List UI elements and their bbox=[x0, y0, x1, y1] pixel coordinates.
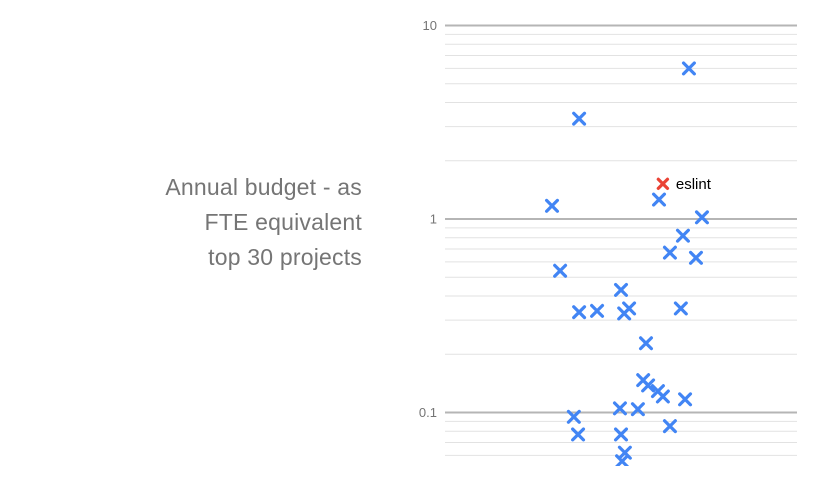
data-point-marker[interactable] bbox=[553, 263, 568, 278]
data-point-marker[interactable] bbox=[688, 250, 703, 265]
data-point-marker[interactable] bbox=[655, 389, 670, 404]
highlight-point-marker[interactable] bbox=[656, 177, 670, 191]
data-point-marker[interactable] bbox=[545, 198, 560, 213]
data-point-marker[interactable] bbox=[681, 61, 696, 76]
y-axis-tick-label: 10 bbox=[423, 18, 437, 33]
data-point-marker[interactable] bbox=[572, 305, 587, 320]
data-point-marker[interactable] bbox=[612, 401, 627, 416]
data-point-marker[interactable] bbox=[590, 303, 605, 318]
data-point-marker[interactable] bbox=[638, 336, 653, 351]
data-point-marker[interactable] bbox=[641, 378, 656, 393]
data-point-marker[interactable] bbox=[622, 301, 637, 316]
y-axis-tick-labels: 10 1 0.1 bbox=[419, 18, 437, 420]
data-point-marker[interactable] bbox=[678, 392, 693, 407]
data-point-marker[interactable] bbox=[572, 111, 587, 126]
data-point-marker[interactable] bbox=[571, 427, 586, 442]
eslint-label: eslint bbox=[676, 176, 712, 193]
y-axis-tick-label: 0.1 bbox=[419, 405, 437, 420]
data-point-marker[interactable] bbox=[630, 402, 645, 417]
data-points bbox=[545, 61, 709, 467]
data-point-marker[interactable] bbox=[652, 192, 667, 207]
y-axis-tick-label: 1 bbox=[430, 212, 437, 227]
data-point-marker[interactable] bbox=[694, 210, 709, 225]
minor-gridlines bbox=[445, 33, 797, 456]
data-point-marker[interactable] bbox=[614, 427, 628, 442]
major-gridlines bbox=[445, 24, 797, 414]
data-point-marker[interactable] bbox=[614, 282, 628, 297]
data-point-marker[interactable] bbox=[662, 419, 677, 434]
data-point-marker[interactable] bbox=[662, 245, 677, 260]
data-point-marker[interactable] bbox=[675, 228, 690, 243]
chart-title: Annual budget - as FTE equivalent top 30… bbox=[165, 174, 362, 270]
data-point-marker[interactable] bbox=[615, 454, 630, 467]
point-annotations: eslint bbox=[676, 176, 712, 193]
data-point-marker[interactable] bbox=[673, 301, 688, 316]
data-point-marker[interactable] bbox=[566, 409, 581, 424]
